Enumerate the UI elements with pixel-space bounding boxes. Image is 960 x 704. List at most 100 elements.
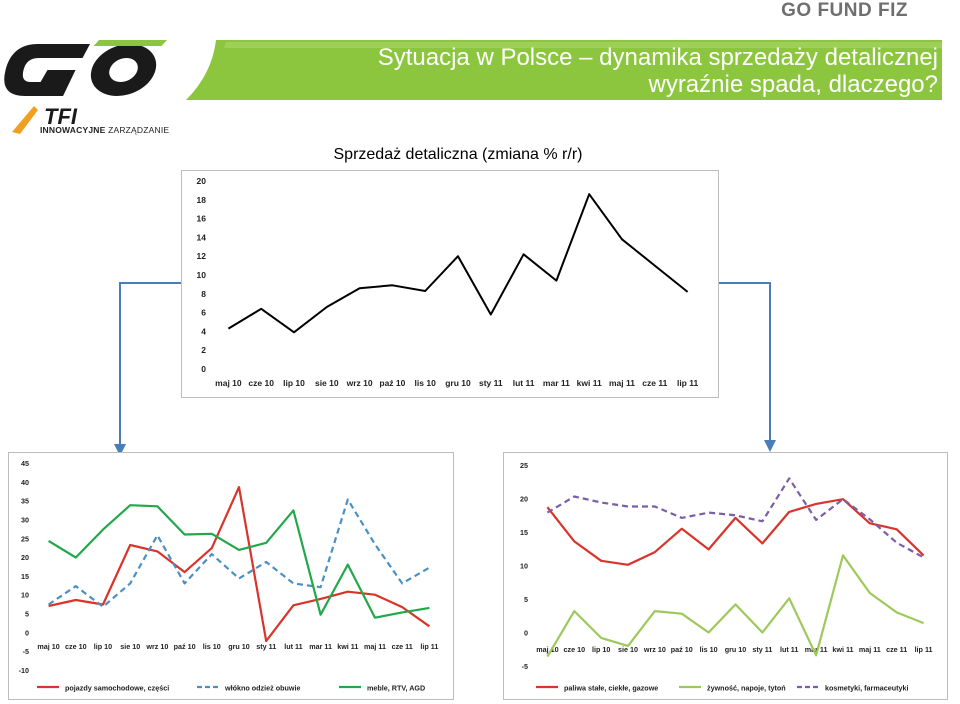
y-tick-label: 40	[21, 478, 29, 487]
y-tick-label: 10	[197, 270, 207, 280]
x-tick-label: lis 10	[203, 642, 221, 651]
x-tick-label: cze 11	[392, 642, 413, 651]
y-tick-label: 20	[197, 176, 207, 186]
x-tick-label: lut 11	[513, 378, 535, 388]
arrow-down-right-icon	[764, 440, 776, 452]
x-tick-label: gru 10	[725, 645, 747, 654]
legend-label: pojazdy samochodowe, części	[65, 684, 169, 693]
legend-label: włókno odzież obuwie	[224, 684, 300, 693]
x-tick-label: wrz 10	[643, 645, 666, 654]
y-tick-label: 6	[201, 308, 206, 318]
go-tfi-logo: TFI	[4, 40, 168, 134]
x-tick-label: cze 10	[564, 645, 586, 654]
x-tick-label: cze 11	[642, 378, 667, 388]
x-tick-label: lip 11	[677, 378, 699, 388]
x-tick-label: mar 11	[309, 642, 332, 651]
series-line-0	[227, 193, 689, 334]
series-line-1	[47, 498, 430, 608]
x-tick-label: lip 10	[592, 645, 610, 654]
y-tick-label: 10	[520, 562, 528, 571]
x-tick-label: lip 10	[94, 642, 112, 651]
x-tick-label: cze 10	[65, 642, 87, 651]
x-tick-label: lip 10	[283, 378, 305, 388]
y-tick-label: 16	[197, 214, 207, 224]
x-tick-label: wrz 10	[346, 378, 373, 388]
series-line-2	[546, 477, 925, 559]
legend-label: żywność, napoje, tytoń	[707, 684, 786, 693]
legend-label: paliwa stałe, ciekłe, gazowe	[564, 684, 658, 693]
x-tick-label: maj 11	[859, 645, 881, 654]
x-tick-label: paź 10	[379, 378, 405, 388]
y-tick-label: 18	[197, 195, 207, 205]
main-chart-panel: 0 2 4 6 8 10 12 14 16 18 20 maj 10 cze 10 lip 10 sie 1…	[181, 170, 719, 398]
x-tick-label: lis 10	[700, 645, 718, 654]
x-tick-label: maj 10	[37, 642, 59, 651]
y-tick-label: 30	[21, 515, 29, 524]
y-tick-label: -5	[23, 647, 29, 656]
y-tick-label: 12	[197, 251, 207, 261]
x-tick-label: sie 10	[315, 378, 339, 388]
x-tick-label: sty 11	[752, 645, 772, 654]
x-tick-label: maj 10	[536, 645, 558, 654]
x-tick-label: lis 10	[415, 378, 437, 388]
x-tick-label: maj 11	[609, 378, 635, 388]
series-line-0	[546, 498, 925, 566]
y-tick-label: 10	[21, 591, 29, 600]
series-line-0	[48, 485, 431, 643]
left-chart-panel: -10 -5 0 5 10 15 20 25 30 35 40 45 maj 10 cze 10 lip 1…	[8, 452, 454, 700]
main-chart: 0 2 4 6 8 10 12 14 16 18 20 maj 10 cze 10 lip 10 sie 1…	[197, 176, 699, 388]
y-tick-label: 25	[520, 461, 528, 470]
y-tick-label: 25	[21, 534, 29, 543]
left-chart: -10 -5 0 5 10 15 20 25 30 35 40 45 maj 10 cze 10 lip 1…	[19, 459, 439, 693]
y-tick-label: 15	[21, 572, 29, 581]
logo-tfi: TFI	[44, 104, 78, 129]
y-tick-label: -10	[19, 666, 29, 675]
title-banner	[186, 40, 942, 100]
x-tick-label: gru 10	[228, 642, 250, 651]
x-tick-label: maj 11	[364, 642, 386, 651]
page-title: Sytuacja w Polsce – dynamika sprzedaży d…	[378, 44, 938, 98]
page-title-line1: Sytuacja w Polsce – dynamika sprzedaży d…	[377, 44, 938, 71]
y-tick-label: 35	[21, 497, 29, 506]
y-tick-label: 14	[197, 232, 207, 242]
x-tick-label: kwi 11	[577, 378, 602, 388]
y-tick-label: -5	[522, 662, 528, 671]
x-tick-label: lip 11	[915, 645, 933, 654]
tagline-rest: ZARZĄDZANIE	[108, 125, 170, 135]
y-tick-label: 5	[25, 610, 29, 619]
y-tick-label: 0	[524, 629, 528, 638]
y-tick-label: 45	[21, 459, 29, 468]
x-tick-label: sie 10	[618, 645, 638, 654]
x-tick-label: sie 10	[120, 642, 140, 651]
tagline-bold: INNOWACYJNE	[40, 125, 106, 135]
x-tick-label: maj 10	[215, 378, 242, 388]
brand-name: GO FUND FIZ	[781, 0, 908, 21]
x-tick-label: wrz 10	[145, 642, 168, 651]
page-title-line2: wyraźnie spada, dlaczego?	[648, 71, 938, 98]
y-tick-label: 20	[21, 553, 29, 562]
banner-shape	[186, 40, 942, 100]
x-tick-label: lut 11	[284, 642, 302, 651]
x-tick-label: mar 11	[543, 378, 570, 388]
series-line-1	[546, 554, 925, 658]
y-tick-label: 0	[201, 364, 206, 374]
x-tick-label: sty 11	[256, 642, 276, 651]
y-tick-label: 2	[201, 345, 206, 355]
y-tick-label: 15	[520, 528, 528, 537]
logo-tagline: INNOWACYJNE ZARZĄDZANIE	[40, 125, 169, 135]
x-tick-label: paź 10	[174, 642, 196, 651]
x-tick-label: mar 11	[805, 645, 828, 654]
legend-label: kosmetyki, farmaceutyki	[825, 684, 909, 693]
y-tick-label: 20	[520, 495, 528, 504]
x-tick-label: kwi 11	[337, 642, 358, 651]
y-tick-label: 5	[524, 595, 528, 604]
x-tick-label: lut 11	[780, 645, 798, 654]
x-tick-label: cze 11	[886, 645, 907, 654]
x-tick-label: gru 10	[445, 378, 471, 388]
x-tick-label: lip 11	[420, 642, 438, 651]
y-tick-label: 8	[201, 289, 206, 299]
x-tick-label: kwi 11	[832, 645, 853, 654]
x-tick-label: cze 10	[248, 378, 274, 388]
right-chart: -5 0 5 10 15 20 25 maj 10 cze 10 lip 10 sie 10 wrz …	[520, 461, 933, 693]
x-tick-label: paź 10	[671, 645, 693, 654]
